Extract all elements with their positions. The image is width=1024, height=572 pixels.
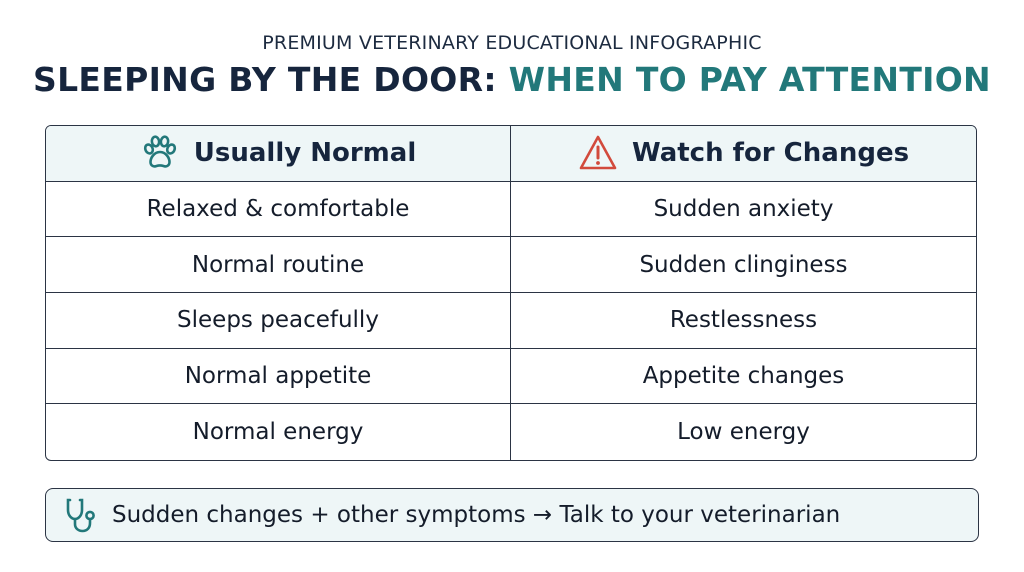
column-header-label: Watch for Changes bbox=[631, 138, 910, 169]
normal-cell: Normal routine bbox=[46, 237, 511, 293]
warning-icon bbox=[578, 133, 618, 173]
infographic-title: SLEEPING BY THE DOOR: WHEN TO PAY ATTENT… bbox=[0, 60, 1024, 99]
column-header-usually-normal: Usually Normal bbox=[46, 126, 511, 182]
vet-advice-text: Sudden changes + other symptoms → Talk t… bbox=[112, 502, 841, 528]
column-header-label: Usually Normal bbox=[193, 138, 417, 169]
normal-cell: Sleeps peacefully bbox=[46, 293, 511, 349]
watch-cell: Low energy bbox=[677, 419, 810, 446]
title-part-2: WHEN TO PAY ATTENTION bbox=[508, 60, 991, 99]
paw-icon bbox=[140, 133, 180, 173]
column-header-watch-for-changes: Watch for Changes bbox=[511, 126, 976, 182]
watch-cell: Restlessness bbox=[511, 293, 976, 349]
watch-cell: Sudden anxiety bbox=[511, 182, 976, 238]
watch-cell: Appetite changes bbox=[511, 349, 976, 405]
normal-cell: Normal energy bbox=[46, 404, 511, 460]
normal-cell: Normal appetite bbox=[46, 348, 511, 405]
infographic-subtitle: PREMIUM VETERINARY EDUCATIONAL INFOGRAPH… bbox=[262, 32, 762, 54]
title-part-1: SLEEPING BY THE DOOR: bbox=[33, 60, 509, 99]
normal-cell: Relaxed & comfortable bbox=[46, 181, 511, 238]
watch-cell: Sudden clinginess bbox=[511, 237, 976, 293]
stethoscope-icon bbox=[62, 495, 102, 535]
vet-advice-banner: Sudden changes + other symptoms → Talk t… bbox=[45, 488, 979, 542]
comparison-table: Usually Normal Watch for Changes Relaxed… bbox=[45, 125, 977, 461]
